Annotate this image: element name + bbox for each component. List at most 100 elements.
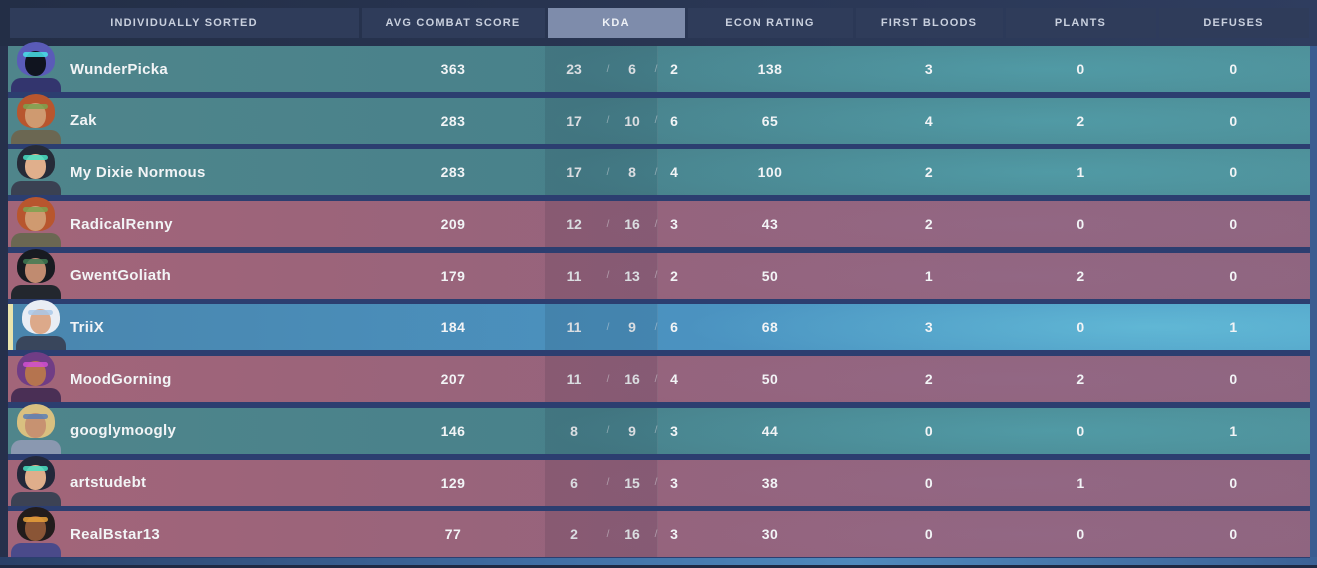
avatar-face [25,412,46,438]
header-defuses[interactable]: DEFUSES [1157,8,1310,38]
player-name: WunderPicka [70,60,169,78]
kda-slash-icon: / [654,115,658,127]
skye-avatar [10,197,62,248]
plants-value: 0 [1076,216,1085,233]
econ-rating-value: 50 [761,267,779,284]
defuses-value: 1 [1229,319,1238,336]
kda-slash-icon: / [606,528,610,540]
player-cell: artstudebt [8,455,360,506]
defuses-value: 0 [1229,267,1238,284]
assists-value: 6 [670,319,678,336]
kda-slash-icon: / [606,166,610,178]
avatar-shoulders [11,439,61,454]
deaths-value: 10 [624,112,640,129]
deaths-value: 6 [628,61,636,77]
first-bloods-value: 2 [924,371,934,388]
assists-value: 3 [670,526,678,543]
defuses-value: 0 [1229,164,1238,181]
avatar-accent-band [23,103,48,109]
defuses-value: 0 [1229,61,1238,77]
defuses-value: 0 [1229,526,1238,543]
player-cell: GwentGoliath [8,248,360,299]
avg-combat-score-value: 207 [440,371,466,388]
player-name: TriiX [70,318,105,336]
avatar-accent-band [23,517,48,523]
player-cell: My Dixie Normous [8,145,360,196]
econ-rating-value: 100 [757,164,783,181]
kills-value: 11 [566,319,582,336]
viper-avatar [10,248,62,299]
kda-value: 2 / 16 / 3 [546,526,686,542]
kda-slash-icon: / [654,270,658,282]
avg-combat-score-value: 129 [440,474,466,491]
avg-combat-score-value: 363 [440,61,466,77]
player-name: Zak [70,112,97,130]
player-row: RadicalRenny 209 12 / 16 / 3 43 2 0 0 [8,197,1310,248]
first-bloods-value: 3 [924,319,934,336]
kills-value: 17 [566,112,582,129]
avatar-accent-band [23,413,48,419]
plants-value: 1 [1076,164,1085,181]
header-plants[interactable]: PLANTS [1004,8,1157,38]
avg-combat-score-value: 184 [440,319,466,336]
kda-slash-icon: / [654,218,658,230]
player-name: RadicalRenny [70,215,173,233]
first-bloods-value: 4 [924,112,934,129]
header-kda-label: KDA [547,8,685,38]
avg-combat-score-value: 179 [440,267,466,284]
econ-rating-value: 65 [761,112,779,129]
plants-value: 0 [1076,422,1085,439]
player-name: RealBstar13 [70,525,161,543]
deaths-value: 16 [624,371,640,388]
first-bloods-value: 0 [924,422,934,439]
player-cell: TriiX [8,300,360,351]
kda-value: 8 / 9 / 3 [546,423,686,439]
plants-value: 0 [1076,526,1085,543]
first-bloods-value: 0 [924,526,934,543]
player-row: artstudebt 129 6 / 15 / 3 38 0 1 0 [8,455,1310,506]
player-row: RealBstar13 77 2 / 16 / 3 30 0 0 0 [8,507,1310,558]
econ-rating-value: 30 [761,526,779,543]
scoreboard-rows: WunderPicka 363 23 / 6 / 2 138 3 0 0 [8,42,1310,558]
avatar-accent-band [23,52,48,57]
kda-value: 17 / 8 / 4 [546,164,686,180]
header-kda[interactable]: KDA [546,8,686,38]
assists-value: 3 [670,216,678,233]
assists-value: 3 [670,422,678,439]
header-avg-combat-score[interactable]: AVG COMBAT SCORE [360,8,546,38]
player-name: googlymoogly [70,422,177,440]
player-cell: RadicalRenny [8,197,360,248]
player-cell: googlymoogly [8,403,360,454]
kda-slash-icon: / [606,477,610,488]
avatar-accent-band [23,155,48,161]
deaths-value: 13 [624,267,640,284]
header-first-bloods-label: FIRST BLOODS [855,8,1003,38]
avg-combat-score-value: 283 [440,112,466,129]
kda-value: 12 / 16 / 3 [546,216,686,232]
player-row: GwentGoliath 179 11 / 13 / 2 50 1 2 0 [8,248,1310,299]
avg-combat-score-value: 283 [440,164,466,181]
deaths-value: 15 [624,474,640,491]
avatar-face [25,154,46,180]
player-cell: RealBstar13 [8,507,360,558]
kda-value: 6 / 15 / 3 [546,475,686,491]
assists-value: 4 [670,164,678,181]
header-first-bloods[interactable]: FIRST BLOODS [854,8,1004,38]
first-bloods-value: 2 [924,164,934,181]
assists-value: 3 [670,474,678,491]
avatar-shoulders [11,388,61,403]
header-defuses-label: DEFUSES [1158,8,1309,38]
plants-value: 2 [1076,371,1085,388]
avatar-face [25,51,46,76]
header-econ-rating[interactable]: ECON RATING [686,8,854,38]
kills-value: 2 [570,526,578,543]
kda-slash-icon: / [654,477,658,488]
assists-value: 2 [670,267,678,284]
econ-rating-value: 43 [761,216,779,233]
player-row: WunderPicka 363 23 / 6 / 2 138 3 0 0 [8,42,1310,92]
plants-value: 2 [1076,112,1085,129]
kda-slash-icon: / [654,528,658,540]
sage-avatar [10,455,62,506]
first-bloods-value: 0 [924,474,934,491]
